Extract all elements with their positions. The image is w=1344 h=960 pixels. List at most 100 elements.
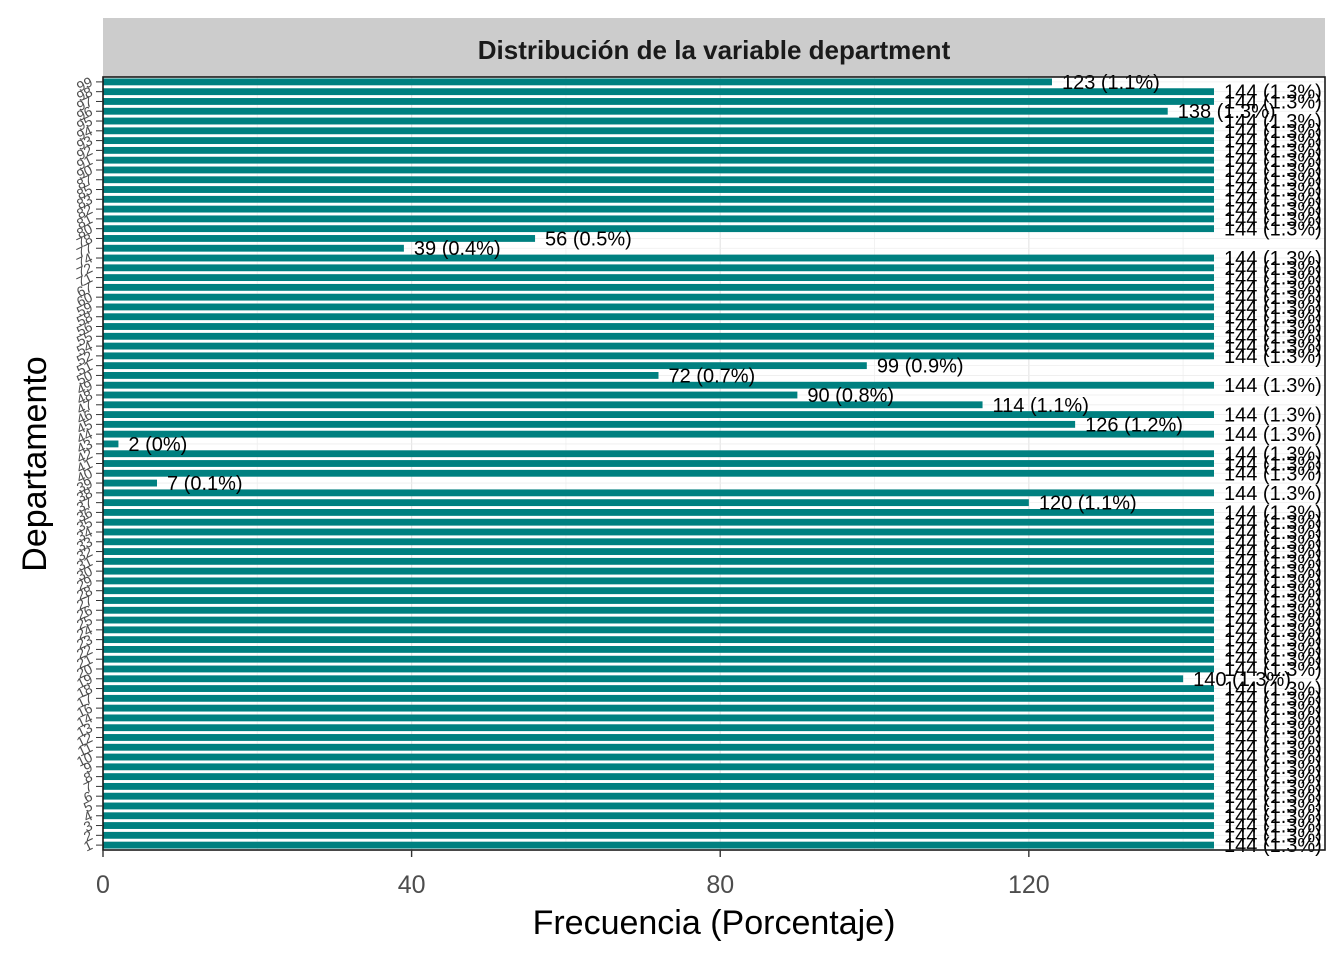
data-label: 126 (1.2%)	[1085, 414, 1183, 436]
data-label: 144 (1.3%)	[1224, 825, 1322, 847]
data-label: 56 (0.5%)	[545, 228, 632, 250]
data-label: 144 (1.3%)	[1224, 796, 1322, 818]
data-label: 144 (1.3%)	[1224, 590, 1322, 612]
data-label: 144 (1.3%)	[1224, 816, 1322, 838]
data-label: 144 (1.3%)	[1224, 757, 1322, 779]
data-label: 144 (1.3%)	[1224, 542, 1322, 564]
y-tick-label: 60	[74, 289, 95, 310]
y-tick-label: 82	[74, 201, 95, 222]
y-tick-label: 31	[74, 553, 95, 574]
bar-dept-59	[103, 303, 1214, 311]
y-tick-label: 67	[74, 279, 95, 300]
data-label: 144 (1.3%)	[1224, 317, 1322, 339]
data-label: 114 (1.1%)	[993, 395, 1089, 417]
bar-dept-8	[103, 773, 1214, 781]
y-tick-label: 99	[74, 73, 95, 94]
bar-dept-19	[103, 675, 1184, 683]
data-label: 144 (1.3%)	[1224, 82, 1322, 104]
bar-dept-27	[103, 597, 1214, 604]
bar-dept-9	[103, 763, 1214, 771]
data-labels: 144 (1.3%)144 (1.3%)144 (1.3%)144 (1.3%)…	[128, 72, 1321, 857]
y-tick-label: 25	[74, 612, 95, 633]
y-tick-label: 94	[74, 122, 95, 143]
y-tick-label: 22	[74, 641, 95, 662]
y-tick-label: 93	[74, 132, 95, 153]
data-label: 144 (1.3%)	[1224, 532, 1322, 554]
y-tick-label: 33	[74, 533, 95, 554]
x-tick-label: 120	[1008, 871, 1050, 899]
bar-dept-48	[103, 391, 798, 399]
data-label: 144 (1.3%)	[1224, 620, 1322, 642]
data-label: 144 (1.3%)	[1224, 121, 1322, 143]
y-tick-label: 30	[74, 563, 95, 584]
y-tick-label: 97	[74, 93, 95, 114]
bar-dept-54	[103, 342, 1214, 350]
bar-dept-71	[103, 274, 1214, 282]
data-label: 99 (0.9%)	[877, 356, 964, 378]
data-label: 144 (1.3%)	[1224, 581, 1322, 603]
y-tick-label: 10	[74, 749, 95, 770]
y-tick-label: 35	[74, 514, 95, 535]
bar-dept-46	[103, 411, 1214, 419]
data-label: 144 (1.3%)	[1224, 835, 1322, 857]
y-tick-label: 71	[74, 269, 95, 290]
bar-dept-28	[103, 587, 1214, 595]
data-label: 144 (1.3%)	[1224, 708, 1322, 730]
data-label: 144 (1.3%)	[1224, 463, 1322, 485]
y-tick-label: 16	[74, 700, 95, 721]
x-tick-label: 80	[706, 871, 734, 899]
data-label: 144 (1.3%)	[1224, 806, 1322, 828]
y-tick-label: 77	[74, 240, 95, 261]
y-tick-label: 58	[74, 308, 95, 329]
bar-dept-49	[103, 381, 1214, 389]
bar-dept-26	[103, 606, 1214, 614]
data-label: 144 (1.3%)	[1224, 786, 1322, 808]
bar-dept-51	[103, 362, 867, 370]
data-label: 144 (1.3%)	[1224, 150, 1322, 172]
bar-dept-77	[103, 244, 404, 252]
bar-dept-97	[103, 98, 1214, 105]
y-tick-label: 80	[74, 220, 95, 241]
y-tick-label: 52	[74, 347, 95, 368]
data-label: 144 (1.3%)	[1224, 248, 1322, 270]
bar-dept-22	[103, 645, 1214, 653]
bar-dept-93	[103, 137, 1214, 145]
data-label: 2 (0%)	[128, 434, 187, 456]
y-tick-label: 49	[74, 377, 95, 398]
data-label: 144 (1.3%)	[1224, 287, 1322, 309]
bar-dept-96	[103, 107, 1168, 115]
data-label: 72 (0.7%)	[669, 365, 756, 387]
bar-dept-38	[103, 489, 1214, 497]
bar-dept-3	[103, 822, 1214, 829]
bar-dept-45	[103, 420, 1076, 428]
bar-dept-60	[103, 293, 1214, 301]
y-tick-label: 34	[74, 523, 95, 544]
bar-dept-32	[103, 548, 1214, 555]
bar-dept-83	[103, 195, 1214, 203]
bar-dept-78	[103, 235, 536, 242]
data-label: 144 (1.3%)	[1224, 502, 1322, 524]
y-tick-label: 47	[74, 396, 95, 417]
bar-dept-95	[103, 117, 1214, 125]
data-label: 144 (1.3%)	[1224, 659, 1322, 681]
y-axis-title: Departamento	[16, 356, 54, 571]
data-label: 144 (1.3%)	[1224, 679, 1322, 701]
bar-dept-4	[103, 812, 1214, 820]
data-label: 144 (1.3%)	[1224, 277, 1322, 299]
y-tick-label: 90	[74, 161, 95, 182]
y-tick-label: 17	[74, 690, 95, 711]
bar-dept-67	[103, 283, 1214, 291]
data-label: 144 (1.3%)	[1224, 600, 1322, 622]
bar-dept-14	[103, 714, 1214, 722]
bar-dept-17	[103, 694, 1214, 702]
y-tick-label: 96	[74, 103, 95, 124]
y-tick-label: 85	[74, 181, 95, 202]
data-label: 144 (1.3%)	[1224, 111, 1322, 133]
data-label: 144 (1.3%)	[1224, 336, 1322, 358]
y-tick-label: 43	[74, 435, 95, 456]
bar-dept-1	[103, 841, 1214, 849]
axes: 0 40 80 12012345678910111213141617181920212…	[74, 73, 1326, 899]
data-label: 144 (1.3%)	[1224, 140, 1322, 162]
